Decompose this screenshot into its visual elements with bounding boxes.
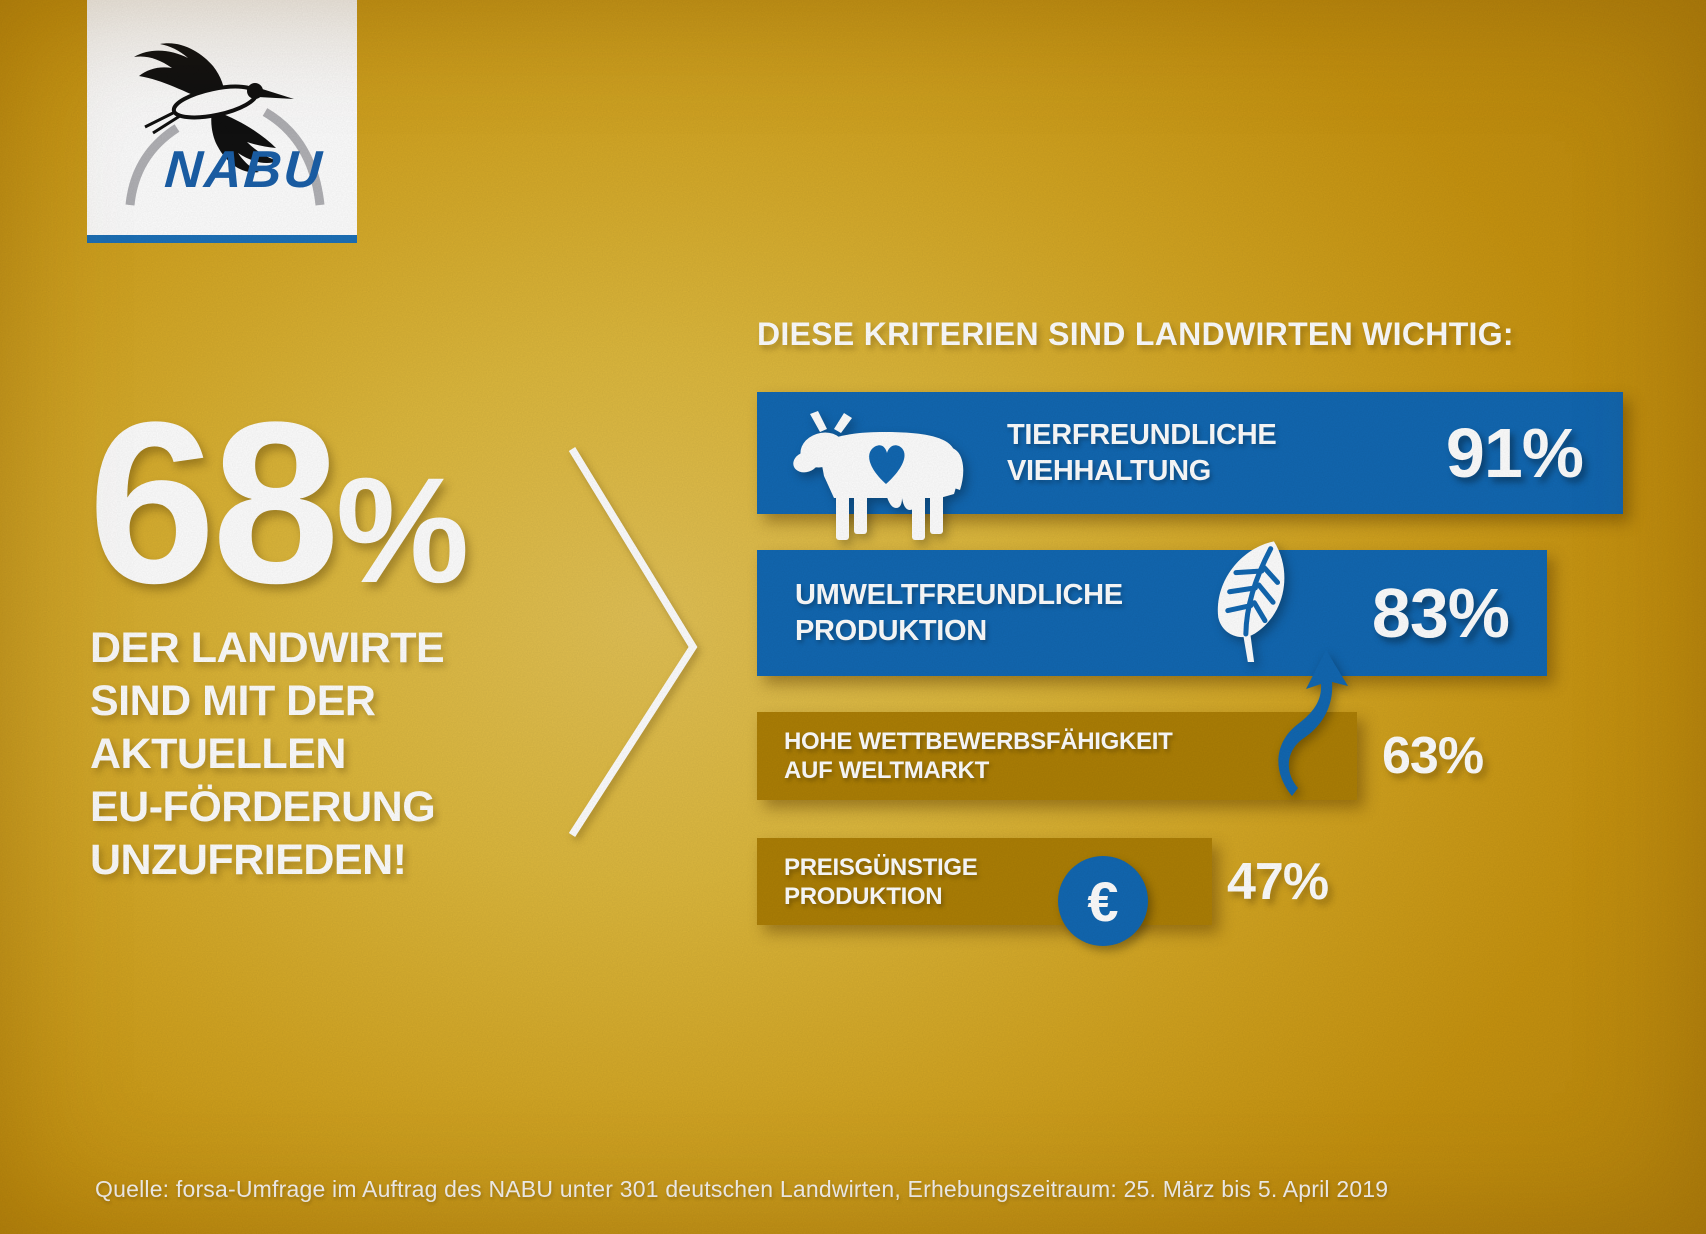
chevron-right-icon	[568, 447, 698, 838]
bar-row-tierfreundliche-viehhaltung: TIERFREUNDLICHE VIEHHALTUNG 91%	[757, 392, 1623, 540]
bar-value: 47%	[1227, 852, 1329, 911]
headline-percent: 68%	[88, 388, 469, 618]
headline-statement: DER LANDWIRTE SIND MIT DER AKTUELLEN EU-…	[90, 622, 445, 887]
leaf-icon	[1217, 541, 1285, 662]
bar-label: TIERFREUNDLICHE VIEHHALTUNG	[1007, 419, 1277, 487]
cow-heart-icon	[793, 411, 964, 540]
statement-line: SIND MIT DER	[90, 677, 376, 725]
section-title: DIESE KRITERIEN SIND LANDWIRTEN WICHTIG:	[757, 316, 1514, 352]
bar-label: UMWELTFREUNDLICHE PRODUKTION	[795, 579, 1123, 647]
bar-row-preisguenstige-produktion: PREISGÜNSTIGE PRODUKTION €	[757, 838, 1212, 946]
bar-value: 63%	[1382, 727, 1484, 785]
statement-line: UNZUFRIEDEN!	[90, 836, 407, 884]
bar-value: 83%	[1371, 574, 1510, 652]
bar-row-umweltfreundliche-produktion: UMWELTFREUNDLICHE PRODUKTION 83%	[757, 541, 1547, 676]
nabu-logo-box: NABU	[87, 0, 357, 243]
headline-percent-sign: %	[335, 446, 470, 614]
growth-arrow-icon	[1278, 650, 1348, 796]
bar-label: PREISGÜNSTIGE PRODUKTION	[784, 853, 978, 910]
statement-line: AKTUELLEN	[90, 730, 346, 778]
headline-percent-value: 68	[88, 374, 340, 631]
bar-row-wettbewerbsfaehigkeit: HOHE WETTBEWERBSFÄHIGKEIT AUF WELTMARKT	[757, 650, 1357, 800]
euro-icon: €	[1058, 856, 1148, 946]
statement-line: DER LANDWIRTE	[90, 624, 445, 672]
statement-line: EU-FÖRDERUNG	[90, 783, 436, 831]
source-note: Quelle: forsa-Umfrage im Auftrag des NAB…	[95, 1176, 1389, 1202]
nabu-wordmark: NABU	[162, 141, 326, 199]
bar-label: HOHE WETTBEWERBSFÄHIGKEIT AUF WELTMARKT	[784, 728, 1173, 784]
bar-value: 91%	[1445, 414, 1584, 492]
